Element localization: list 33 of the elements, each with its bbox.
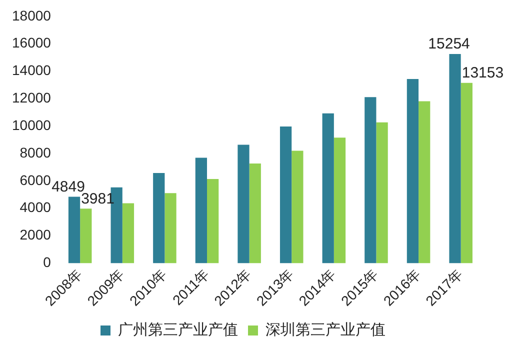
bar [195, 158, 208, 264]
bar [376, 122, 388, 264]
bar [68, 196, 80, 264]
bar [334, 138, 346, 264]
bar [122, 203, 134, 264]
bar [80, 208, 92, 264]
y-tick-label: 8000 [20, 144, 52, 160]
y-tick-label: 18000 [12, 7, 52, 24]
y-tick-label: 10000 [12, 116, 52, 133]
bar [153, 172, 165, 264]
y-tick-label: 12000 [12, 90, 52, 106]
bar [238, 144, 250, 264]
y-tick-label: 6000 [20, 172, 52, 188]
bar [449, 54, 461, 264]
bar [418, 101, 430, 264]
data-label: 13153 [462, 64, 504, 82]
bar [406, 79, 419, 264]
bar [292, 150, 304, 264]
bar [249, 164, 261, 264]
data-label: 15254 [428, 36, 470, 53]
bar [460, 82, 472, 264]
legend-label: 深圳第三产业产值 [266, 322, 386, 339]
bar [164, 193, 176, 264]
y-tick-label: 2000 [20, 226, 52, 243]
bar [207, 179, 219, 264]
legend-label: 广州第三产业产值 [118, 322, 238, 339]
bar [364, 97, 376, 264]
y-tick-label: 14000 [12, 62, 52, 78]
bar [280, 126, 292, 264]
bar [322, 113, 334, 264]
y-tick-label: 16000 [12, 34, 52, 51]
y-tick-label: 0 [43, 254, 52, 270]
y-tick-label: 4000 [20, 199, 52, 216]
